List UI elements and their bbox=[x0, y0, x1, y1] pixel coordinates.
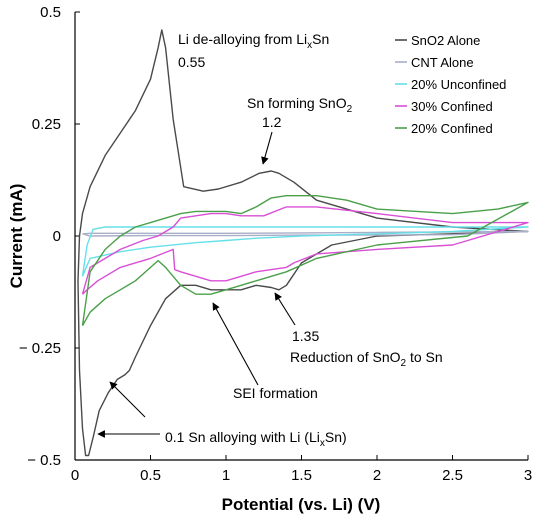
legend: SnO2 Alone CNT Alone 20% Unconfined 30% Con… bbox=[395, 33, 506, 136]
x-tick-label: 1.5 bbox=[291, 467, 312, 484]
series-line-sno2-alone bbox=[77, 29, 529, 457]
x-tick-label: 2 bbox=[373, 467, 381, 484]
series-line-20-unconfined bbox=[81, 226, 529, 277]
annotation-label: Reduction of SnO2 to Sn bbox=[290, 349, 443, 369]
annotation-label: 0.55 bbox=[178, 54, 205, 70]
annotation-label: Li de-alloying from LixSn bbox=[178, 31, 329, 51]
x-tick-label: 2.5 bbox=[442, 467, 463, 484]
x-axis-title: Potential (vs. Li) (V) bbox=[222, 495, 381, 514]
arrow-sn-forming-sno2 bbox=[261, 131, 273, 165]
x-tick-label: 0.5 bbox=[140, 467, 161, 484]
legend-label: SnO2 Alone bbox=[411, 33, 480, 48]
y-axis-title: Current (mA) bbox=[7, 184, 26, 289]
annotation-label: 1.35 bbox=[292, 328, 319, 344]
x-tick-label: 3 bbox=[524, 467, 532, 484]
arrow-sei-formation bbox=[212, 302, 259, 386]
y-tick-label: 0.5 bbox=[40, 4, 61, 21]
annotation-label: SEI formation bbox=[233, 385, 318, 401]
x-tick-label: 1 bbox=[222, 467, 230, 484]
axes: 0 0.5 1 1.5 2 2.5 3 0.5 0.25 0 − 0.25 − 0.5 bbox=[19, 4, 532, 484]
series-group bbox=[77, 29, 529, 457]
x-tick-label: 0 bbox=[71, 467, 79, 484]
series-line-30-confined bbox=[81, 206, 529, 295]
series-line-20-confined bbox=[81, 194, 529, 326]
y-tick-label: − 0.5 bbox=[27, 452, 61, 469]
series-line-cnt-alone bbox=[82, 230, 529, 237]
arrow-reduction-sno2 bbox=[274, 292, 296, 326]
legend-label: 20% Unconfined bbox=[411, 77, 506, 92]
y-tick-label: 0 bbox=[53, 228, 61, 245]
arrow-sei-lower bbox=[109, 381, 146, 418]
y-tick-label: 0.25 bbox=[32, 116, 61, 133]
y-tick-label: − 0.25 bbox=[19, 340, 61, 357]
annotation-label: 1.2 bbox=[262, 114, 282, 130]
legend-label: 30% Confined bbox=[411, 99, 493, 114]
annotations: Li de-alloying from LixSn 0.55 Sn forming … bbox=[97, 31, 443, 449]
annotation-label: 0.1 Sn alloying with Li (LixSn) bbox=[165, 429, 347, 449]
legend-label: 20% Confined bbox=[411, 121, 493, 136]
annotation-label: Sn forming SnO2 bbox=[247, 95, 353, 115]
legend-label: CNT Alone bbox=[411, 55, 474, 70]
